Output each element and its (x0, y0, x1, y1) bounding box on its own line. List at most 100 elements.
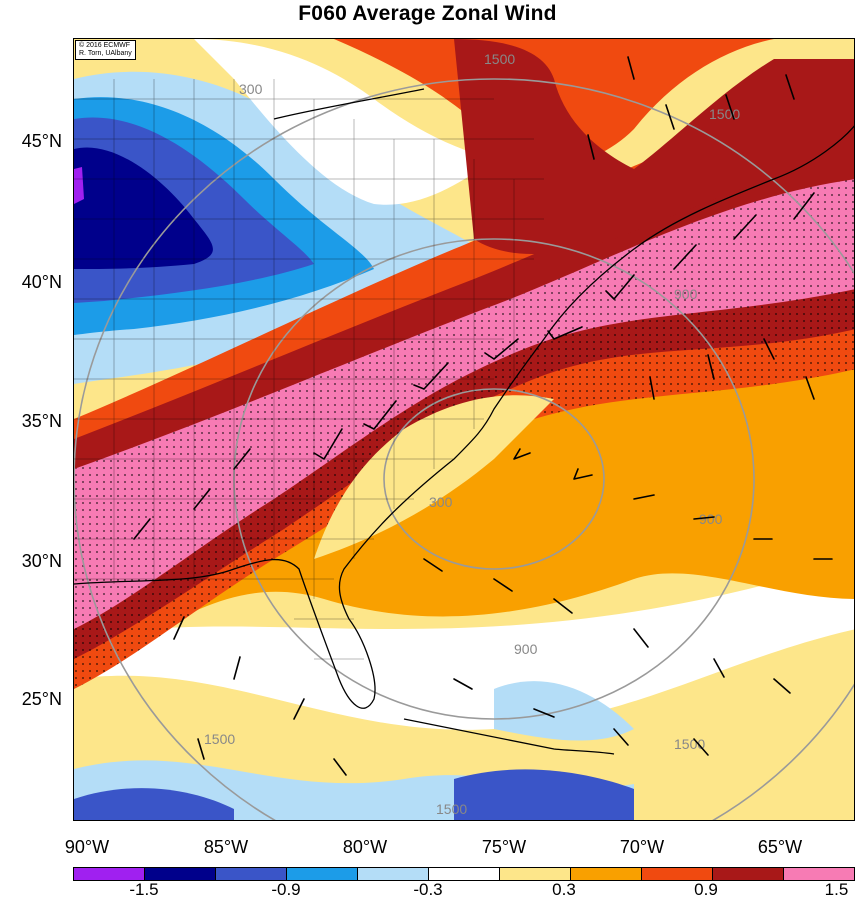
wind-barb (793, 192, 815, 220)
wind-barb (573, 468, 593, 480)
wind-barb (805, 376, 815, 400)
contour-label: 300 (429, 494, 453, 510)
cuba-coastline (403, 718, 615, 755)
contour-label: 1500 (484, 51, 515, 67)
colorbar-segment (784, 868, 854, 880)
contour-label: 900 (514, 641, 538, 657)
contour-label: 1500 (204, 731, 235, 747)
lon-label-85w: 85°W (203, 837, 249, 857)
wind-barb (413, 362, 449, 390)
county-boundaries (74, 79, 544, 660)
wind-barb (553, 598, 573, 614)
shading-blue-south (454, 769, 634, 820)
lon-label-65w: 65°W (757, 837, 803, 857)
wind-barb (733, 214, 757, 240)
chart-title: F060 Average Zonal Wind (298, 2, 557, 25)
contour-label: 1500 (709, 106, 740, 122)
lon-label-70w: 70°W (619, 837, 665, 857)
shading-yellow-south (74, 629, 854, 820)
contour-label: 1500 (674, 736, 705, 752)
colorbar (73, 867, 855, 881)
wind-barb (513, 448, 531, 460)
contour-label: 1500 (436, 801, 467, 817)
wind-barb (713, 658, 725, 678)
wind-barb (293, 698, 305, 720)
colorbar-tick-label: -1.5 (129, 880, 159, 899)
us-coastline (74, 125, 854, 709)
wind-barb (493, 578, 513, 592)
wind-barb (613, 728, 629, 746)
wind-barb (707, 354, 715, 380)
colorbar-segment (74, 868, 145, 880)
lon-label-80w: 80°W (342, 837, 388, 857)
wind-barb (197, 738, 205, 760)
wind-barb (313, 428, 343, 460)
lat-label-25n: 25°N (21, 689, 62, 709)
colorbar-segment (713, 868, 784, 880)
wind-barb (233, 448, 251, 470)
shading-white-north (194, 39, 494, 205)
lat-label-30n: 30°N (21, 551, 62, 571)
wind-barb (484, 338, 519, 360)
colorbar-segment (642, 868, 713, 880)
wind-barb (133, 518, 151, 540)
wind-barb (193, 488, 211, 510)
wind-barb (627, 56, 635, 80)
great-lakes-outline (273, 88, 425, 120)
colorbar-tick-label: 1.5 (824, 880, 849, 899)
shading-orange-band (74, 319, 854, 679)
wind-barb (547, 326, 583, 340)
wind-barb (605, 274, 635, 300)
wind-barb (453, 678, 473, 690)
wind-barb (665, 104, 675, 130)
shading-blue-southwest (74, 788, 234, 820)
colorbar-segment (500, 868, 571, 880)
colorbar-segment (358, 868, 429, 880)
map-canvas: 300 900 1500 300 900 1500 1500 1500 1500… (74, 39, 854, 820)
credit-line: © 2016 ECMWF (79, 42, 131, 49)
wind-barbs (133, 56, 833, 776)
credit-line: R. Torn, UAlbany (79, 50, 132, 57)
wind-barb (533, 708, 555, 718)
wind-barb (725, 94, 735, 120)
wind-barb (423, 558, 443, 572)
lon-label-90w: 90°W (64, 837, 110, 857)
wind-barb (633, 494, 655, 500)
contour-label: 900 (699, 511, 723, 527)
lat-label-40n: 40°N (21, 272, 62, 292)
wind-barb (649, 376, 655, 400)
colorbar-segment (216, 868, 287, 880)
lat-label-45n: 45°N (21, 131, 62, 151)
wind-barb (587, 134, 595, 160)
credit-box: © 2016 ECMWF R. Torn, UAlbany (75, 40, 136, 60)
colorbar-segment (429, 868, 500, 880)
contour-label: 300 (239, 81, 263, 97)
colorbar-tick-label: -0.9 (271, 880, 301, 899)
colorbar-tick-label: 0.9 (694, 880, 718, 899)
shading-yellow-carolina (314, 395, 554, 559)
shading-purple-north (74, 167, 84, 204)
lon-label-75w: 75°W (481, 837, 527, 857)
wind-barb (693, 516, 715, 520)
wind-barb (333, 758, 347, 776)
coastlines (74, 88, 854, 755)
colorbar-segment (571, 868, 642, 880)
contour-label: 900 (674, 286, 698, 302)
shading-darkblue-north (74, 147, 213, 269)
wind-barb (673, 244, 697, 270)
wind-barb (773, 678, 791, 694)
contour-label-group: 300 900 1500 300 900 1500 1500 1500 1500… (204, 51, 740, 817)
colorbar-tick-label: -0.3 (413, 880, 443, 899)
wind-barb (763, 338, 775, 360)
shading-darkred-northeast (454, 39, 854, 254)
wind-barb (693, 738, 709, 756)
map-panel: 300 900 1500 300 900 1500 1500 1500 1500… (73, 38, 855, 821)
wind-barb (633, 628, 649, 648)
wind-barb (785, 74, 795, 100)
colorbar-segment (145, 868, 216, 880)
lat-label-35n: 35°N (21, 411, 62, 431)
contour-1500 (74, 78, 854, 820)
colorbar-segment (287, 868, 358, 880)
wind-barb (173, 616, 185, 640)
wind-barb (233, 656, 241, 680)
